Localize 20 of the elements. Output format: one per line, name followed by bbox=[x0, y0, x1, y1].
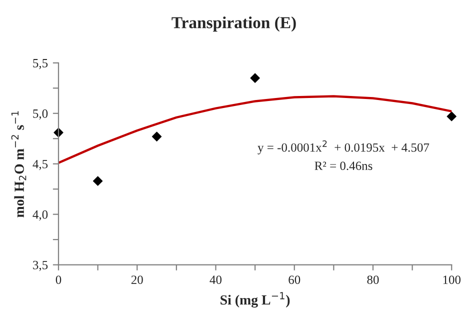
y-axis-title: mol H$_{2}$O m$^{−2}$ s$^{−1}$ bbox=[11, 111, 26, 218]
x-tick-label: 20 bbox=[131, 276, 143, 284]
y-tick-label: 5,5 bbox=[33, 59, 48, 70]
x-tick-label: 80 bbox=[367, 276, 379, 284]
point bbox=[92, 176, 103, 186]
y-tick-label: 4,5 bbox=[32, 160, 48, 170]
point bbox=[446, 112, 456, 122]
y-tick-label: 3,5 bbox=[33, 260, 48, 272]
chart-title: Transpiration (E) bbox=[172, 16, 296, 32]
x-tick-label: 40 bbox=[210, 276, 222, 284]
point bbox=[152, 132, 162, 142]
annotation: R² = 0.46ns bbox=[314, 162, 372, 170]
x-tick-label: 60 bbox=[288, 276, 300, 284]
x-axis-title: Si (mg L$^{−1}$) bbox=[220, 292, 290, 308]
point bbox=[250, 73, 260, 83]
x-tick-label: 0 bbox=[56, 276, 62, 284]
annotation: y = -0.0001x$^{2}$ + 0.0195x + 4.507 bbox=[258, 140, 430, 154]
y-tick-label: 5,0 bbox=[33, 109, 48, 120]
x-tick-label: 100 bbox=[443, 276, 461, 284]
y-tick-label: 4,0 bbox=[32, 210, 48, 221]
